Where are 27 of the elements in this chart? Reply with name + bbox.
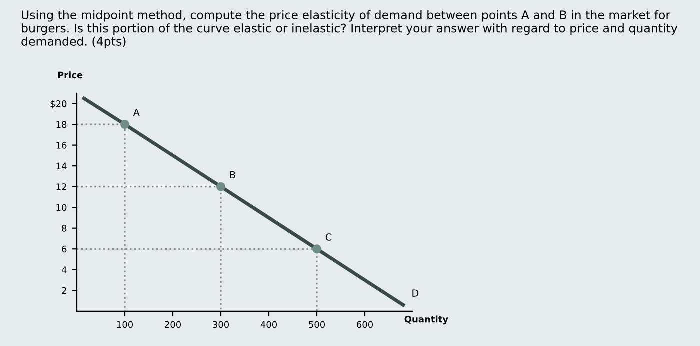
y-tick-label: 4 <box>62 266 67 274</box>
line-series <box>82 96 406 307</box>
x-tick-label: 300 <box>213 321 230 328</box>
y-axis-title: Price <box>58 72 83 79</box>
y-tick-label: $20 <box>50 100 67 109</box>
y-tick-label: 16 <box>56 142 67 149</box>
x-tick-label: 100 <box>117 321 134 328</box>
x-tick-label: 500 <box>309 321 326 328</box>
y-tick-label: 14 <box>56 162 67 170</box>
annotation: A <box>133 109 140 116</box>
y-tick-label: 6 <box>62 246 67 253</box>
chart-title: Using the midpoint method, compute the price elasticity of demand between points A and B in the market for burgers. Is this portion of the curve elastic or inelastic? Interpret your answer with regard to price and quantity demanded. (4pts) <box>22 10 678 48</box>
y-tick-label: 2 <box>62 287 66 294</box>
y-tick-label: 10 <box>56 204 67 212</box>
x-tick-label: 200 <box>165 321 182 328</box>
y-tick-label: 18 <box>56 121 67 128</box>
x-tick-label: 400 <box>260 321 278 328</box>
annotation: B <box>230 171 236 179</box>
point <box>120 120 130 130</box>
point <box>312 244 322 254</box>
y-tick-label: 8 <box>62 225 67 232</box>
annotation: D <box>412 290 419 297</box>
y-tick-label: 12 <box>56 184 66 190</box>
x-axis-title: Quantity <box>404 316 448 325</box>
x-tick-label: 600 <box>357 321 374 328</box>
annotation: C <box>326 234 332 241</box>
point <box>216 182 226 192</box>
